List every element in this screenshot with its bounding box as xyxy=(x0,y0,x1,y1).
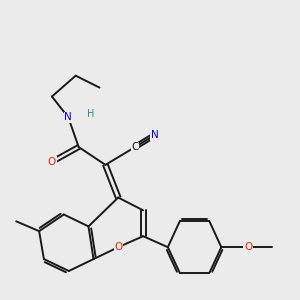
Text: H: H xyxy=(87,109,94,119)
Text: O: O xyxy=(244,242,252,252)
Text: O: O xyxy=(114,242,122,252)
Text: C: C xyxy=(131,142,139,152)
Text: N: N xyxy=(151,130,158,140)
Text: O: O xyxy=(48,157,56,167)
Text: N: N xyxy=(64,112,72,122)
